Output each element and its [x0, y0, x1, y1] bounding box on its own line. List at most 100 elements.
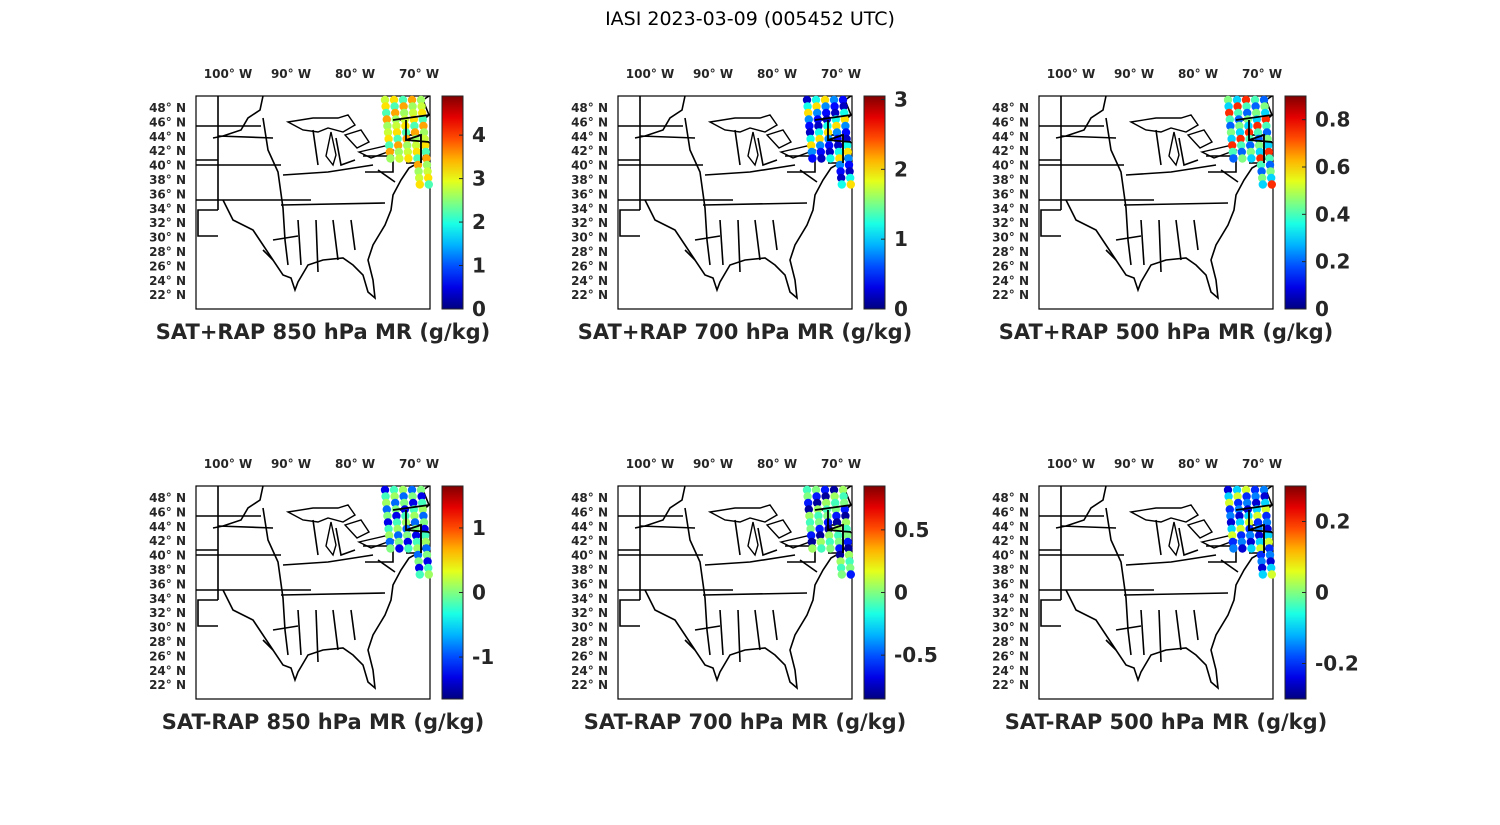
state-border	[335, 137, 356, 167]
state-border	[1125, 164, 1217, 176]
lat-tick-label: 30° N	[149, 621, 186, 635]
state-border	[1155, 129, 1162, 166]
swath-point	[1227, 134, 1236, 144]
swath-point	[414, 557, 423, 566]
swath-point	[418, 115, 427, 124]
swath-point	[415, 563, 424, 573]
state-border	[392, 504, 430, 553]
swath-point	[424, 570, 433, 579]
state-border	[222, 589, 274, 651]
state-border	[1220, 559, 1239, 573]
great-lakes-outline	[285, 504, 395, 557]
swath-point	[393, 134, 402, 144]
satellite-swath	[802, 485, 855, 579]
lon-tick-label: 80° W	[757, 67, 797, 81]
lat-tick-label: 26° N	[149, 649, 186, 663]
state-border	[222, 199, 274, 261]
state-border	[217, 525, 274, 529]
swath-point	[419, 121, 428, 131]
state-border	[1235, 114, 1273, 163]
swath-point	[424, 173, 433, 183]
swath-point	[846, 180, 855, 189]
swath-point	[814, 121, 823, 131]
swath-point	[1243, 108, 1252, 118]
lat-tick-label: 40° N	[149, 159, 186, 173]
swath-point	[825, 147, 834, 157]
swath-point	[1255, 147, 1264, 157]
swath-point	[1259, 485, 1269, 495]
swath-point	[802, 95, 812, 105]
swath-point	[1237, 537, 1246, 547]
swath-point	[403, 537, 412, 547]
swath-point	[414, 167, 423, 176]
swath-point	[805, 511, 814, 521]
swath-point	[393, 524, 402, 534]
colorbar-tick-label: 0	[894, 581, 908, 605]
swath-point	[846, 173, 855, 183]
map-panel: 100° W 90° W 80° W 70° W 48° N 46° N 44° N 42° …	[123, 450, 583, 750]
colorbar-tick-label: 3	[472, 167, 486, 191]
state-border	[312, 519, 319, 556]
swath-point	[408, 492, 417, 501]
lat-tick-label: 22° N	[992, 678, 1029, 692]
state-border	[754, 219, 761, 261]
lat-tick-label: 22° N	[571, 678, 608, 692]
lat-tick-label: 46° N	[992, 115, 1029, 129]
swath-point	[382, 108, 391, 118]
state-border	[1193, 609, 1199, 641]
state-border	[619, 599, 640, 627]
state-border	[315, 219, 319, 273]
swath-point	[1247, 544, 1256, 553]
swath-point	[820, 485, 830, 495]
swath-point	[384, 524, 393, 534]
swath-point	[1237, 147, 1246, 157]
swath-point	[1256, 544, 1265, 553]
satellite-swath	[802, 95, 855, 189]
panel-title: SAT-RAP 500 hPa MR (g/kg)	[1004, 710, 1328, 734]
map-panel-svg: 100° W 90° W 80° W 70° W 48° N46° N44° N42° …	[992, 67, 1350, 321]
swath-point	[839, 492, 848, 501]
lat-tick-label: 36° N	[571, 577, 608, 591]
swath-point	[394, 537, 403, 547]
map-linework	[196, 485, 430, 690]
colorbar-tick-label: 0.6	[1315, 155, 1350, 179]
lat-tick-label: 46° N	[571, 505, 608, 519]
swath-point	[395, 544, 404, 553]
colorbar-tick-label: 2	[894, 157, 908, 181]
state-border	[1065, 589, 1117, 651]
colorbar-tick-label: -0.2	[1315, 652, 1359, 676]
swath-point	[1223, 95, 1233, 105]
lat-tick-label: 44° N	[571, 130, 608, 144]
swath-point	[846, 563, 855, 573]
swath-point	[381, 492, 390, 501]
lat-tick-label: 24° N	[149, 664, 186, 678]
swath-point	[845, 167, 854, 176]
swath-point	[814, 518, 824, 527]
lat-tick-label: 48° N	[992, 491, 1029, 505]
lat-tick-label: 36° N	[571, 187, 608, 201]
lat-tick-label: 34° N	[571, 592, 608, 606]
swath-point	[1257, 557, 1266, 566]
swath-point	[837, 180, 846, 189]
swath-point	[1238, 544, 1247, 553]
state-border	[280, 592, 386, 596]
state-border	[1123, 592, 1229, 596]
swath-point	[398, 485, 408, 495]
swath-point	[1246, 537, 1255, 547]
lat-tick-label: 44° N	[992, 520, 1029, 534]
swath-point	[1228, 537, 1237, 547]
swath-point	[403, 531, 412, 540]
lon-tick-label: 80° W	[1178, 457, 1218, 471]
panel-title: SAT+RAP 850 hPa MR (g/kg)	[155, 320, 491, 344]
swath-point	[398, 95, 408, 105]
swath-point	[826, 544, 835, 553]
swath-point	[1267, 570, 1276, 579]
lat-tick-label: 28° N	[571, 635, 608, 649]
swath-point	[834, 537, 843, 547]
swath-point	[412, 141, 421, 150]
colorbar-tick-label: 1	[894, 227, 908, 251]
colorbar-tick-label: 0.5	[894, 518, 929, 542]
colorbar-tick-label: 0.4	[1315, 202, 1350, 226]
swath-point	[383, 511, 392, 521]
swath-point	[832, 511, 841, 521]
